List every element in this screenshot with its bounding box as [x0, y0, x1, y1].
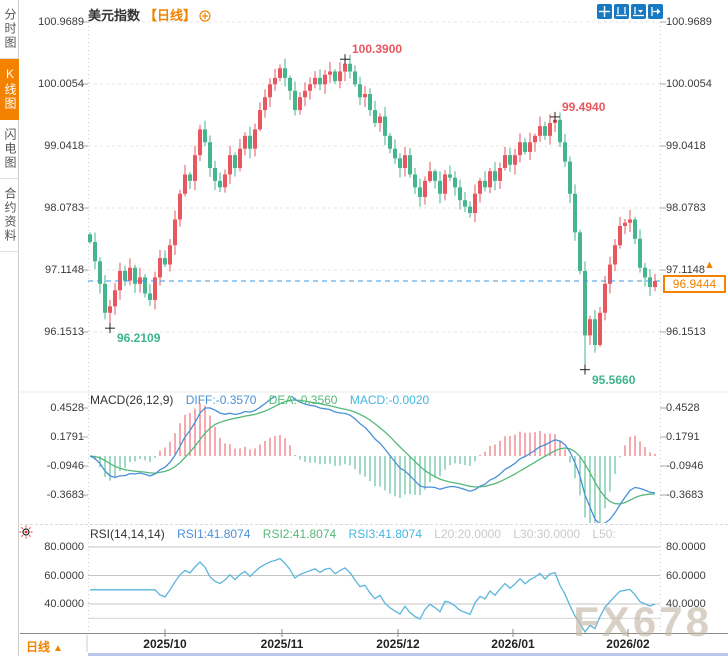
- scroll-latest-arrow[interactable]: ▲: [704, 259, 715, 271]
- period-selector[interactable]: 日线 ▲: [26, 640, 63, 654]
- rsi-l20-value: L20:20.0000: [434, 527, 501, 541]
- macd-axis-label: 0.4528: [50, 402, 84, 414]
- y-axis-label: 100.9689: [38, 16, 84, 28]
- auto-scale-icon[interactable]: [631, 4, 646, 19]
- macd-axis-label: 0.4528: [666, 402, 700, 414]
- sidebar-tab-time-chart[interactable]: 分时图: [0, 0, 19, 59]
- y-axis-label: 97.1148: [45, 264, 84, 276]
- rsi-axis-label: 60.0000: [666, 569, 706, 582]
- y-axis-label: 100.0054: [38, 78, 84, 90]
- rsi-header: RSI(14,14,14) RSI1:41.8074 RSI2:41.8074 …: [90, 527, 616, 541]
- rsi-l30-value: L30:30.0000: [513, 527, 581, 541]
- horizontal-scrollbar[interactable]: [88, 653, 728, 656]
- macd-axis-label: -0.0946: [666, 460, 704, 473]
- x-axis-label: 2026/01: [491, 637, 535, 651]
- pan-latest-icon[interactable]: [648, 4, 663, 19]
- price-annotation: 96.2109: [117, 331, 161, 346]
- symbol-title: 美元指数: [88, 8, 141, 23]
- rsi-title: RSI(14,14,14): [90, 527, 165, 541]
- price-annotation: 99.4940: [562, 99, 606, 114]
- y-axis-label: 98.0783: [44, 202, 84, 214]
- rsi-l50-value: L50:: [592, 527, 616, 541]
- rsi2-value: RSI2:41.8074: [262, 527, 337, 541]
- rsi-axis-label: 60.0000: [44, 569, 84, 582]
- rsi1-value: RSI1:41.8074: [177, 527, 251, 541]
- x-axis-label: 2025/11: [260, 637, 304, 651]
- add-indicator-icon[interactable]: [199, 10, 211, 25]
- rsi-axis-label: 80.0000: [666, 541, 706, 553]
- chart-toolbar: [597, 4, 663, 19]
- y-axis-label: 100.9689: [666, 16, 712, 28]
- chart-title-bar: 美元指数 【日线】: [88, 5, 211, 25]
- fit-range-icon[interactable]: [614, 4, 629, 19]
- sidebar-tab-kline-chart[interactable]: K线图: [0, 59, 19, 120]
- macd-dea-value: DEA:-0.3560: [268, 393, 338, 407]
- sidebar: 分时图 K线图 闪电图 合约资料: [0, 0, 19, 656]
- sidebar-tab-contract-info[interactable]: 合约资料: [0, 179, 19, 252]
- price-annotation: 100.3900: [352, 42, 403, 57]
- y-axis-label: 100.0054: [666, 78, 712, 90]
- y-axis-label: 99.0418: [44, 140, 84, 152]
- crosshair-icon[interactable]: [597, 4, 612, 19]
- macd-dea-line: [89, 399, 656, 505]
- period-tag: 【日线】: [144, 8, 197, 23]
- x-axis-label: 2026/02: [606, 637, 650, 651]
- macd-axis-label: -0.0946: [46, 460, 84, 473]
- rsi-axis-label: 40.0000: [44, 598, 84, 610]
- macd-axis-label: -0.3683: [46, 489, 84, 502]
- rsi-axis-label: 40.0000: [666, 598, 706, 610]
- y-axis-label: 97.1148: [666, 264, 705, 276]
- price-annotation: 95.5660: [592, 372, 636, 387]
- macd-axis-label: 0.1791: [666, 431, 700, 443]
- macd-diff-line: [89, 396, 656, 523]
- rsi-axis-label: 80.0000: [44, 541, 84, 553]
- y-axis-label: 96.1513: [44, 326, 84, 338]
- x-axis-label: 2025/10: [143, 637, 187, 651]
- sidebar-tab-lightning-chart[interactable]: 闪电图: [0, 120, 19, 179]
- macd-axis-label: -0.3683: [666, 489, 704, 502]
- chevron-up-icon: ▲: [53, 643, 63, 654]
- macd-macd-value: MACD:-0.0020: [349, 393, 430, 407]
- x-axis-label: 2025/12: [376, 637, 420, 651]
- macd-header: MACD(26,12,9) DIFF:-0.3570 DEA:-0.3560 M…: [90, 393, 429, 407]
- live-indicator-icon: [19, 525, 33, 544]
- macd-axis-label: 0.1791: [50, 431, 84, 443]
- macd-diff-value: DIFF:-0.3570: [185, 393, 257, 407]
- rsi-line: [90, 557, 656, 634]
- y-axis-label: 98.0783: [666, 202, 706, 214]
- rsi3-value: RSI3:41.8074: [348, 527, 422, 541]
- current-price-tag: 96.9444: [663, 275, 726, 293]
- y-axis-label: 96.1513: [666, 326, 706, 338]
- macd-histogram: [94, 403, 656, 523]
- y-axis-label: 99.0418: [666, 140, 706, 152]
- macd-title: MACD(26,12,9): [90, 393, 174, 407]
